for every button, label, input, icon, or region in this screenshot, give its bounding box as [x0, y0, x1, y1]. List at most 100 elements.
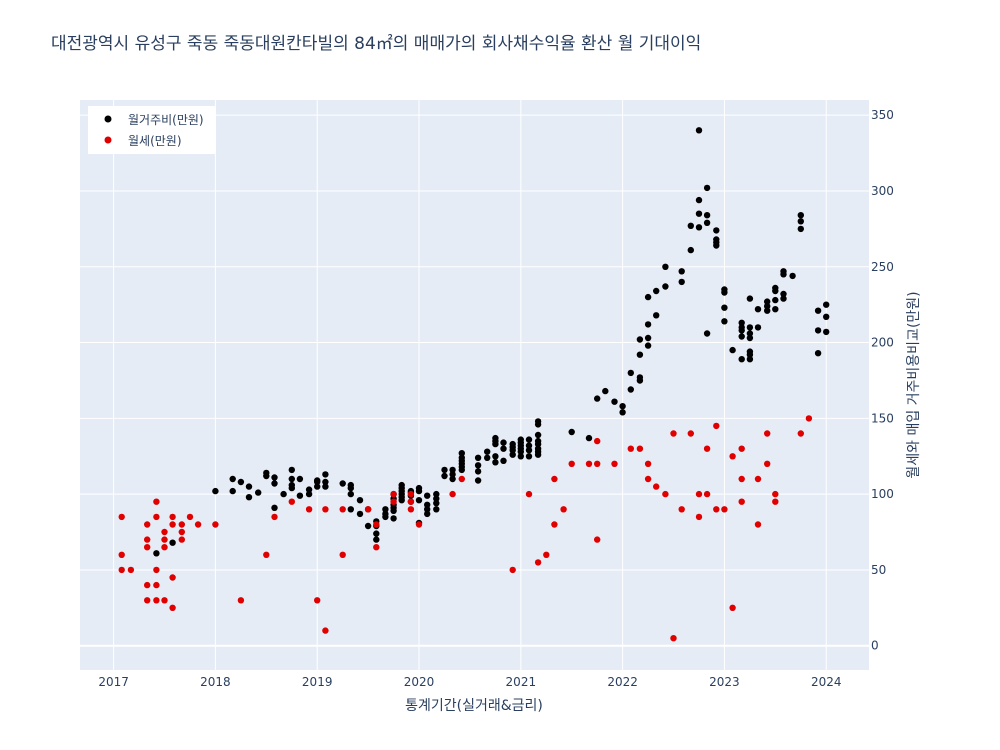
data-point-monthly-living-cost — [525, 436, 533, 443]
data-point-monthly-rent — [407, 490, 415, 498]
data-point-monthly-rent — [525, 490, 533, 498]
legend-marker-monthly-living-cost — [104, 115, 112, 123]
data-point-monthly-living-cost — [433, 500, 440, 507]
data-point-monthly-living-cost — [229, 487, 236, 495]
legend-box — [88, 106, 216, 154]
data-point-monthly-living-cost — [823, 301, 830, 308]
data-point-monthly-living-cost — [602, 387, 609, 395]
data-point-monthly-rent — [373, 521, 380, 528]
data-point-monthly-rent — [594, 437, 601, 445]
data-point-monthly-living-cost — [500, 439, 507, 446]
x-tick-label: 2017 — [98, 675, 129, 689]
data-point-monthly-living-cost — [746, 324, 754, 331]
data-point-monthly-rent — [551, 475, 558, 483]
data-point-monthly-living-cost — [433, 490, 440, 498]
data-point-monthly-living-cost — [568, 428, 575, 436]
data-point-monthly-living-cost — [534, 437, 542, 445]
data-point-monthly-living-cost — [449, 475, 456, 483]
data-point-monthly-living-cost — [797, 218, 804, 225]
data-point-monthly-rent — [449, 490, 456, 498]
data-point-monthly-rent — [415, 521, 423, 528]
data-point-monthly-rent — [543, 551, 550, 558]
legend[interactable]: 월거주비(만원) 월세(만원) — [88, 106, 216, 154]
data-point-monthly-living-cost — [288, 481, 295, 489]
data-point-monthly-living-cost — [525, 453, 533, 460]
data-point-monthly-living-cost — [687, 222, 694, 229]
data-point-monthly-living-cost — [492, 434, 499, 442]
data-point-monthly-living-cost — [703, 219, 711, 226]
data-point-monthly-living-cost — [271, 480, 278, 487]
data-point-monthly-living-cost — [780, 290, 787, 298]
data-point-monthly-living-cost — [441, 472, 448, 480]
data-point-monthly-living-cost — [823, 328, 830, 336]
data-point-monthly-living-cost — [509, 451, 516, 458]
legend-label-monthly-rent[interactable]: 월세(만원) — [128, 134, 182, 148]
data-point-monthly-living-cost — [322, 478, 329, 486]
data-point-monthly-living-cost — [517, 436, 524, 443]
data-point-monthly-living-cost — [382, 510, 389, 518]
data-point-monthly-living-cost — [382, 506, 389, 513]
data-point-monthly-living-cost — [509, 440, 516, 448]
data-point-monthly-living-cost — [441, 466, 448, 474]
data-point-monthly-rent — [263, 551, 270, 558]
data-point-monthly-living-cost — [390, 515, 397, 522]
data-point-monthly-living-cost — [644, 342, 652, 349]
data-point-monthly-rent — [178, 536, 185, 543]
data-point-monthly-living-cost — [627, 369, 634, 377]
data-point-monthly-living-cost — [296, 475, 304, 483]
data-point-monthly-rent — [703, 490, 711, 498]
data-point-monthly-living-cost — [738, 333, 745, 340]
data-point-monthly-living-cost — [492, 459, 499, 466]
data-point-monthly-living-cost — [764, 298, 771, 305]
data-point-monthly-rent — [534, 559, 542, 566]
data-point-monthly-living-cost — [492, 453, 499, 460]
data-point-monthly-rent — [169, 513, 176, 521]
data-point-monthly-rent — [729, 604, 736, 611]
data-point-monthly-rent — [644, 460, 652, 467]
data-point-monthly-living-cost — [534, 445, 542, 452]
data-point-monthly-rent — [373, 544, 380, 551]
data-point-monthly-living-cost — [347, 506, 354, 513]
data-point-monthly-rent — [118, 551, 125, 558]
data-point-monthly-rent — [754, 521, 762, 528]
data-point-monthly-living-cost — [229, 475, 236, 483]
data-point-monthly-living-cost — [288, 475, 295, 483]
data-point-monthly-rent — [627, 445, 634, 452]
data-point-monthly-living-cost — [474, 454, 482, 461]
data-point-monthly-rent — [339, 506, 346, 513]
data-point-monthly-living-cost — [500, 457, 507, 464]
data-point-monthly-rent — [161, 536, 168, 543]
data-point-monthly-rent — [678, 506, 685, 513]
data-point-monthly-living-cost — [314, 483, 321, 490]
data-point-monthly-rent — [568, 460, 575, 467]
data-point-monthly-rent — [721, 506, 728, 513]
data-point-monthly-living-cost — [627, 386, 634, 393]
data-point-monthly-living-cost — [356, 510, 364, 518]
data-point-monthly-living-cost — [644, 293, 652, 301]
data-point-monthly-rent — [322, 627, 329, 634]
data-point-monthly-living-cost — [484, 454, 491, 461]
data-point-monthly-rent — [695, 513, 703, 521]
data-point-monthly-living-cost — [280, 490, 287, 498]
data-point-monthly-living-cost — [695, 127, 703, 134]
data-point-monthly-living-cost — [764, 303, 771, 310]
data-point-monthly-rent — [653, 483, 660, 490]
data-point-monthly-living-cost — [695, 210, 703, 217]
data-point-monthly-rent — [169, 574, 176, 581]
data-point-monthly-rent — [144, 521, 151, 528]
data-point-monthly-living-cost — [713, 236, 720, 243]
data-point-monthly-living-cost — [458, 454, 465, 461]
data-point-monthly-rent — [644, 475, 652, 483]
data-point-monthly-living-cost — [424, 506, 431, 513]
data-point-monthly-rent — [670, 430, 677, 437]
data-point-monthly-rent — [161, 528, 168, 536]
data-point-monthly-rent — [364, 506, 372, 513]
data-point-monthly-living-cost — [474, 462, 482, 469]
data-point-monthly-living-cost — [721, 286, 728, 293]
data-point-monthly-rent — [144, 597, 151, 604]
data-point-monthly-living-cost — [373, 530, 380, 537]
data-point-monthly-living-cost — [288, 466, 295, 474]
data-point-monthly-rent — [805, 415, 813, 422]
legend-label-monthly-living-cost[interactable]: 월거주비(만원) — [128, 113, 204, 127]
y-tick-label: 150 — [871, 411, 894, 425]
